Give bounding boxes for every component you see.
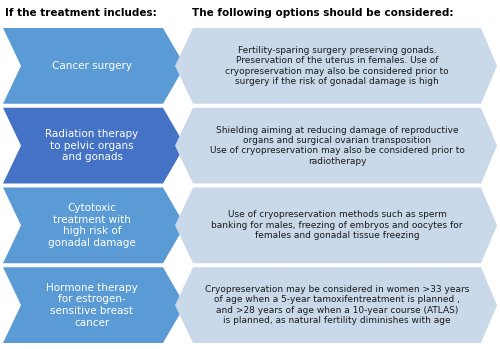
Text: Radiation therapy
to pelvic organs
and gonads: Radiation therapy to pelvic organs and g…	[46, 129, 138, 162]
Polygon shape	[3, 267, 185, 343]
Text: Shielding aiming at reducing damage of reproductive
organs and surgical ovarian : Shielding aiming at reducing damage of r…	[210, 126, 464, 166]
Polygon shape	[3, 108, 185, 184]
Text: Cytotoxic
treatment with
high risk of
gonadal damage: Cytotoxic treatment with high risk of go…	[48, 203, 136, 248]
Polygon shape	[3, 187, 185, 263]
Text: Fertility-sparing surgery preserving gonads.
Preservation of the uterus in femal: Fertility-sparing surgery preserving gon…	[225, 46, 449, 86]
Polygon shape	[3, 28, 185, 104]
Polygon shape	[175, 28, 497, 104]
Text: Cancer surgery: Cancer surgery	[52, 61, 132, 71]
Text: If the treatment includes:: If the treatment includes:	[5, 8, 157, 18]
Polygon shape	[175, 267, 497, 343]
Text: Cryopreservation may be considered in women >33 years
of age when a 5-year tamox: Cryopreservation may be considered in wo…	[205, 285, 469, 325]
Polygon shape	[175, 108, 497, 184]
Text: Use of cryopreservation methods such as sperm
banking for males, freezing of emb: Use of cryopreservation methods such as …	[211, 210, 463, 240]
Polygon shape	[175, 187, 497, 263]
Text: The following options should be considered:: The following options should be consider…	[192, 8, 454, 18]
Text: Hormone therapy
for estrogen-
sensitive breast
cancer: Hormone therapy for estrogen- sensitive …	[46, 283, 138, 327]
